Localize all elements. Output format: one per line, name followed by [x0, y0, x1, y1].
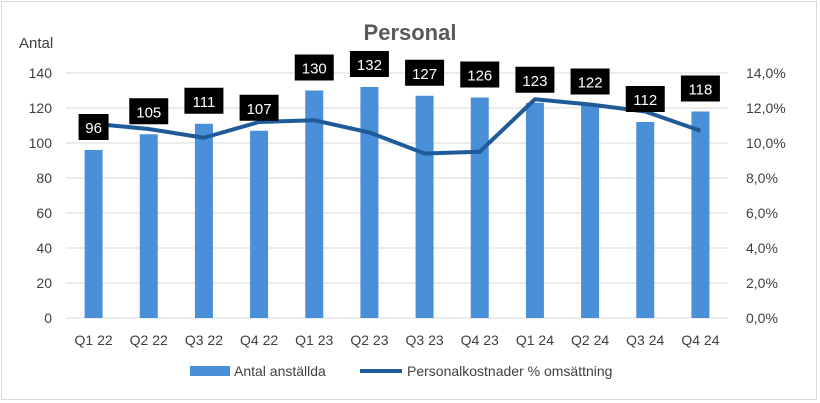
x-tick-label: Q4 22 — [240, 332, 278, 348]
line-series — [93, 97, 702, 156]
data-label: 123 — [522, 73, 547, 90]
data-label: 96 — [85, 120, 102, 137]
data-label-box — [515, 66, 555, 93]
data-label-box — [570, 68, 610, 95]
y-tick-label: 140 — [29, 65, 53, 81]
data-label: 126 — [467, 68, 492, 85]
y2-tick-label: 12,0% — [746, 100, 786, 116]
y-axis-label: Antal — [19, 35, 53, 52]
bar — [691, 111, 710, 318]
x-tick-label: Q1 23 — [295, 332, 333, 348]
x-tick-label: Q1 24 — [516, 332, 554, 348]
y-tick-label: 0 — [44, 310, 52, 326]
legend-bar-label: Antal anställda — [234, 363, 326, 379]
bar — [305, 90, 324, 318]
data-label-box — [680, 75, 720, 102]
x-tick-label: Q3 24 — [626, 332, 664, 348]
bar — [360, 87, 379, 318]
bar — [139, 134, 158, 318]
y2-tick-label: 6,0% — [746, 205, 778, 221]
bar — [525, 102, 544, 318]
bar — [415, 95, 434, 318]
chart-title: Personal — [364, 20, 457, 45]
y-tick-label: 100 — [29, 135, 53, 151]
y2-tick-label: 10,0% — [746, 135, 786, 151]
data-label-box — [460, 61, 500, 88]
data-label-box — [405, 59, 445, 86]
y2-tick-label: 2,0% — [746, 275, 778, 291]
x-tick-label: Q4 23 — [461, 332, 499, 348]
bar — [636, 122, 655, 318]
legend-line-label: Personalkostnader % omsättning — [407, 363, 612, 379]
bar — [581, 104, 600, 318]
data-label-box — [184, 87, 224, 114]
y-tick-label: 120 — [29, 100, 53, 116]
y2-tick-label: 14,0% — [746, 65, 786, 81]
y-tick-label: 80 — [36, 170, 52, 186]
x-tick-label: Q2 22 — [130, 332, 168, 348]
bar — [84, 150, 103, 318]
data-label-box — [294, 54, 334, 81]
y-tick-label: 40 — [36, 240, 52, 256]
data-label-box — [239, 94, 279, 121]
data-label: 111 — [193, 94, 216, 111]
x-tick-label: Q1 22 — [75, 332, 113, 348]
data-label: 127 — [412, 66, 437, 83]
data-label: 132 — [357, 57, 382, 74]
y-tick-label: 60 — [36, 205, 52, 221]
data-label-box — [349, 51, 389, 77]
data-label: 112 — [633, 92, 657, 109]
y2-tick-label: 8,0% — [746, 170, 778, 186]
bar — [470, 97, 489, 318]
data-label-box — [625, 86, 665, 112]
data-label: 130 — [302, 61, 327, 78]
data-label: 118 — [688, 82, 712, 99]
bar — [250, 130, 269, 318]
x-tick-label: Q4 24 — [681, 332, 719, 348]
x-tick-label: Q2 24 — [571, 332, 609, 348]
legend-bar-swatch — [190, 366, 230, 376]
data-label: 105 — [136, 104, 161, 121]
data-label: 122 — [578, 75, 603, 92]
data-label-box — [78, 114, 109, 140]
x-tick-label: Q3 23 — [406, 332, 444, 348]
y2-tick-label: 0,0% — [746, 310, 778, 326]
bar — [194, 123, 213, 318]
y-tick-label: 20 — [36, 275, 52, 291]
data-label: 107 — [247, 101, 272, 118]
y2-tick-label: 4,0% — [746, 240, 778, 256]
x-tick-label: Q2 23 — [350, 332, 388, 348]
data-label-box — [129, 98, 169, 125]
x-tick-label: Q3 22 — [185, 332, 223, 348]
